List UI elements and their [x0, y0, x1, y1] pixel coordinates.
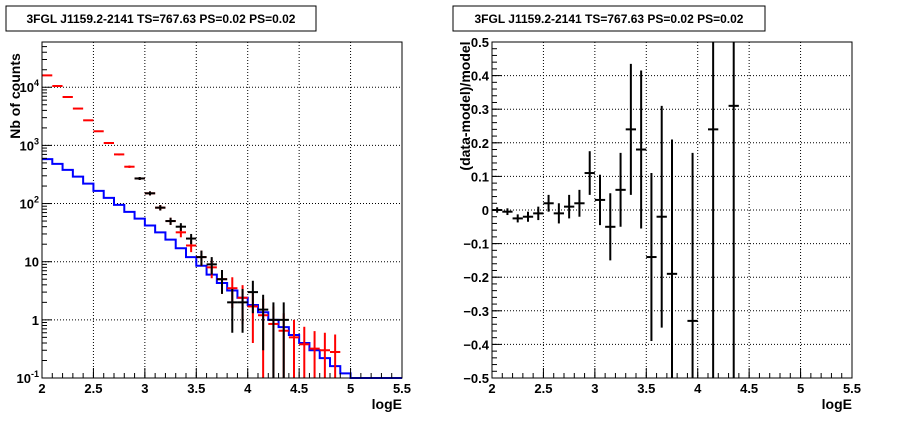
data-point-red: [83, 119, 94, 122]
spectrum-ylabel: Nb of counts: [7, 53, 23, 139]
data-point: [134, 177, 145, 181]
x-tick-label: 2.5: [534, 381, 552, 396]
y-tick-label: −0.3: [463, 304, 489, 319]
x-tick-label: 2: [488, 381, 495, 396]
y-tick-label: 0.5: [471, 35, 489, 50]
residual-axes: 2 2.5 3 3.5 4 4.5 5 5.5 −0.5 −0.4 −0.3 −0.2 −0.1 0 0.1…: [463, 35, 861, 396]
x-tick-label: 2: [38, 381, 45, 396]
y-tick-label: 0.3: [471, 102, 489, 117]
residual-xlabel: logE: [822, 396, 852, 412]
data-point-red: [309, 331, 320, 378]
y-tick-label: 0.1: [471, 169, 489, 184]
data-point: [615, 152, 626, 227]
data-point: [666, 139, 678, 378]
data-point: [175, 223, 186, 231]
data-point: [522, 211, 534, 222]
residual-ylabel: (data-model)/model: [457, 41, 473, 170]
data-point-red: [319, 332, 330, 378]
data-point: [533, 206, 544, 221]
spectrum-xlabel: logE: [372, 396, 402, 412]
data-point: [543, 194, 554, 212]
data-point: [268, 302, 279, 378]
model-step-line: [42, 158, 402, 379]
y-tick-label: 10: [25, 255, 39, 270]
data-point-red: [93, 130, 104, 133]
data-point-red: [114, 153, 125, 156]
data-point: [584, 151, 595, 195]
data-point: [564, 194, 575, 219]
data-point: [594, 174, 606, 226]
data-point: [216, 269, 228, 294]
data-point: [227, 288, 238, 333]
spectrum-plot-area: [42, 74, 402, 379]
spectrum-title-box: [5, 5, 317, 32]
data-point-red: [72, 107, 84, 110]
data-point-red: [299, 326, 310, 378]
data-point: [708, 42, 719, 378]
x-tick-label: 4: [694, 381, 702, 396]
data-point: [258, 294, 269, 351]
x-tick-label: 4.5: [740, 381, 758, 396]
y-tick-label: −0.1: [463, 237, 489, 252]
y-tick-label: −0.4: [463, 337, 489, 352]
spectrum-title: 3FGL J1159.2-2141 TS=767.63 PS=0.02 PS=0…: [27, 12, 296, 26]
data-point: [502, 208, 513, 216]
data-point: [646, 173, 657, 342]
x-tick-label: 4: [244, 381, 252, 396]
data-point: [278, 302, 289, 378]
x-tick-label: 5: [347, 381, 354, 396]
data-point: [247, 280, 258, 314]
data-point: [155, 205, 166, 211]
residual-plot-area: [492, 42, 739, 378]
y-tick-label: −0.5: [463, 371, 489, 386]
data-point: [165, 217, 176, 225]
y-tick-label: 0.4: [471, 69, 490, 84]
x-tick-label: 4.5: [290, 381, 308, 396]
y-tick-label: 102: [20, 195, 39, 212]
data-point-red: [288, 319, 300, 378]
data-point: [687, 152, 698, 378]
data-point-red: [124, 165, 135, 168]
data-point: [574, 189, 585, 217]
data-point: [196, 250, 207, 266]
data-point: [144, 191, 156, 196]
y-tick-label: 0: [482, 203, 489, 218]
data-point-red: [103, 141, 114, 144]
y-tick-label: 10-1: [17, 369, 39, 386]
spectrum-grid: [42, 42, 402, 378]
data-point: [625, 63, 636, 195]
data-point-red: [62, 95, 73, 98]
residual-title: 3FGL J1159.2-2141 TS=767.63 PS=0.02 PS=0…: [475, 12, 744, 26]
residual-panel: 3FGL J1159.2-2141 TS=767.63 PS=0.02 PS=0…: [452, 5, 861, 412]
x-tick-label: 5.5: [393, 381, 411, 396]
data-point: [605, 193, 616, 261]
data-point: [728, 42, 739, 378]
x-tick-label: 3: [591, 381, 598, 396]
data-point: [237, 288, 248, 333]
x-tick-label: 5.5: [843, 381, 861, 396]
x-tick-label: 3.5: [637, 381, 655, 396]
data-point: [206, 257, 217, 275]
residual-title-box: [452, 5, 766, 32]
data-point: [512, 214, 523, 223]
x-tick-label: 2.5: [84, 381, 102, 396]
spectrum-frame: [41, 41, 403, 379]
x-tick-label: 3.5: [187, 381, 205, 396]
y-tick-label: 0.2: [471, 136, 489, 151]
data-point: [186, 233, 197, 245]
x-tick-label: 5: [797, 381, 804, 396]
spectrum-panel: 3FGL J1159.2-2141 TS=767.63 PS=0.02 PS=0…: [5, 5, 411, 412]
x-tick-label: 3: [141, 381, 148, 396]
y-tick-label: −0.2: [463, 270, 489, 285]
data-point-red: [330, 334, 341, 378]
data-point: [636, 70, 647, 229]
y-tick-label: 1: [32, 313, 39, 328]
data-point: [553, 203, 564, 224]
data-point: [656, 105, 667, 328]
